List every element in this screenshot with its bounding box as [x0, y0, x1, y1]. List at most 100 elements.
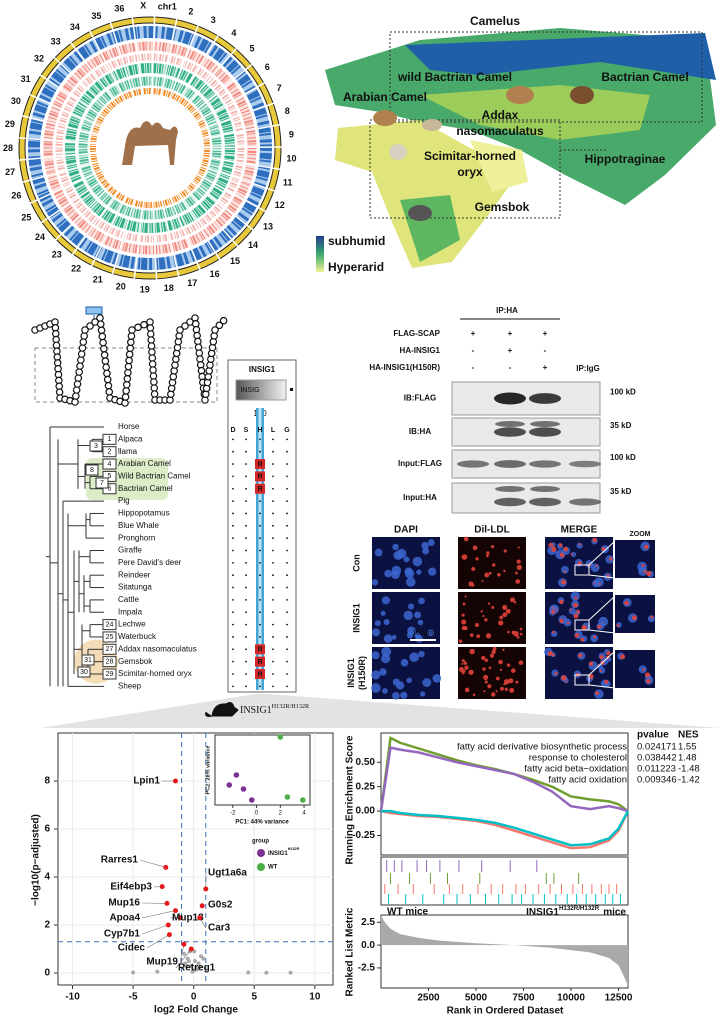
- legend-label: Hyperarid: [328, 260, 384, 274]
- map-label: Gemsbok: [475, 200, 530, 214]
- ldl-signal: [469, 648, 475, 655]
- animal-figure: [373, 110, 397, 126]
- species-name: Impala: [118, 607, 143, 616]
- node-box: [95, 477, 109, 489]
- node-box: [102, 470, 117, 482]
- chromosome-gap: [70, 187, 122, 257]
- residue-bead: [80, 332, 88, 340]
- x-tick-label: 7500: [512, 993, 535, 1004]
- conserved-dot: [286, 648, 288, 651]
- chromosome-label: 27: [5, 167, 15, 177]
- y-tick-label: 8: [44, 776, 50, 787]
- conserved-dot: [259, 512, 261, 515]
- chromosome-gap: [193, 171, 268, 214]
- chromosome-gap: [199, 146, 285, 149]
- x-axis-label: Rank in Ordered Dataset: [447, 1006, 564, 1017]
- conserved-dot: [259, 623, 261, 626]
- nucleus: [590, 563, 600, 572]
- y-tick-label: 2.5: [361, 917, 375, 928]
- ldl-signal: [461, 613, 465, 617]
- pathway-name: fatty acid beta−oxidation: [524, 764, 627, 775]
- node-box: [81, 654, 95, 666]
- gene-label: Car3: [208, 923, 231, 934]
- nucleus: [372, 628, 380, 637]
- gene-label: Mup18: [172, 913, 204, 924]
- ldl-signal: [461, 659, 465, 663]
- conserved-dot: [286, 623, 288, 626]
- zoom-box: [574, 674, 590, 686]
- pathway-name: response to cholesterol: [529, 753, 627, 764]
- ldl-signal: [552, 653, 555, 657]
- pathway-name: fatty acid derivative biosynthetic proce…: [457, 742, 627, 753]
- ldl-signal: [514, 571, 518, 575]
- lane-sign: -: [472, 363, 475, 372]
- residue-bead: [211, 326, 219, 334]
- gene-point: [131, 970, 136, 975]
- map-label: oryx: [457, 165, 483, 179]
- ldl-signal: [458, 666, 464, 672]
- y-tick-label: 0.50: [356, 757, 376, 768]
- alignment-title: INSIG1: [249, 365, 276, 374]
- nucleus: [416, 569, 422, 575]
- conserved-dot: [245, 660, 247, 663]
- node-number: 8: [90, 467, 94, 474]
- map-label: Scimitar-horned: [424, 149, 516, 163]
- chromosome-label: 3: [211, 15, 216, 25]
- ldl-signal: [554, 672, 558, 676]
- conserved-dot: [245, 487, 247, 490]
- zoom-line: [588, 629, 616, 634]
- lane-sign: -: [472, 346, 475, 355]
- nucleus: [407, 626, 416, 636]
- ldl-signal: [487, 602, 491, 605]
- chromosome-label: 26: [11, 190, 21, 200]
- ldl-signal: [484, 658, 489, 663]
- x-tick-label: 2500: [417, 993, 440, 1004]
- node-number: 6: [108, 486, 112, 493]
- table-header: NES: [678, 730, 699, 741]
- residue-bead: [77, 350, 86, 358]
- animal-figure: [408, 205, 432, 221]
- residue-bead: [122, 380, 131, 389]
- conserved-dot: [272, 438, 274, 441]
- ldl-signal: [597, 624, 602, 629]
- chromosome-label: X: [140, 1, 146, 11]
- conserved-dot: [286, 438, 288, 441]
- ldl-signal: [516, 635, 520, 639]
- pca-point: [284, 794, 291, 800]
- chromosome-gap: [196, 101, 277, 132]
- conserved-dot: [232, 648, 234, 651]
- chromosome-label: 8: [285, 106, 290, 116]
- ldl-signal: [574, 633, 580, 638]
- chromosome-label: 22: [71, 264, 81, 274]
- residue-bead: [100, 344, 108, 353]
- residue-bead: [125, 356, 133, 365]
- conserved-dot: [259, 450, 261, 453]
- y-tick-label: 0.25: [356, 781, 376, 792]
- residue-bead: [219, 316, 228, 325]
- nucleus: [383, 634, 393, 643]
- blot-band: [494, 497, 526, 507]
- residue-bead: [96, 314, 104, 322]
- ldl-signal: [462, 602, 466, 606]
- gene-point: [183, 961, 188, 966]
- nes: -1.42: [678, 775, 700, 786]
- ldl-signal: [593, 635, 597, 639]
- conserved-dot: [272, 537, 274, 540]
- conserved-dot: [286, 636, 288, 638]
- ldl-signal: [492, 563, 496, 567]
- gene-point: [181, 951, 186, 956]
- ldl-signal: [573, 602, 578, 608]
- substitution-box: [255, 656, 265, 667]
- ldl-signal: [599, 654, 604, 660]
- lane-sign: +: [508, 346, 513, 355]
- conserved-dot: [259, 586, 261, 589]
- conserved-dot: [232, 487, 234, 490]
- ldl-signal: [490, 545, 495, 549]
- ldl-signal: [499, 686, 504, 691]
- blot-row: [451, 482, 601, 514]
- node-box: [102, 446, 117, 458]
- residue-bead: [125, 350, 134, 359]
- lane-sign: -: [509, 363, 512, 372]
- y-tick-label: 0.00: [356, 806, 376, 817]
- ldl-signal: [497, 572, 501, 577]
